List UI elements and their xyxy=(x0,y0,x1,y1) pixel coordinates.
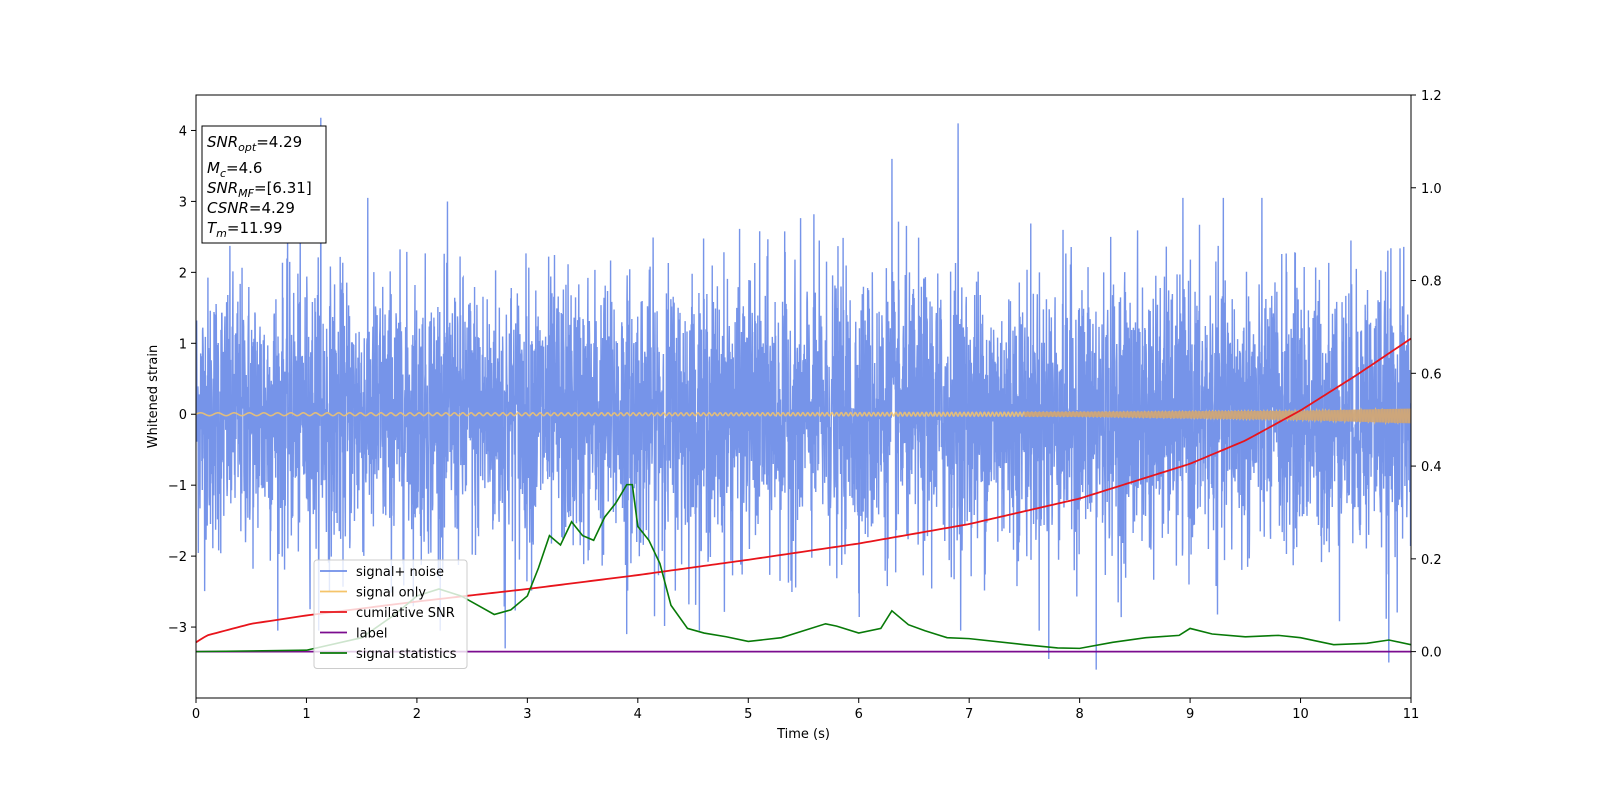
x-tick-label: 0 xyxy=(192,707,200,722)
x-tick-label: 8 xyxy=(1075,707,1083,722)
legend-label: cumilative SNR xyxy=(356,606,455,621)
info-box-line: SNRopt=4.29 xyxy=(207,133,302,154)
y-axis-label: Whitened strain xyxy=(146,345,161,448)
y2-tick-label: 1.0 xyxy=(1421,182,1442,197)
legend-box xyxy=(313,559,468,669)
info-box-line: Tm=11.99 xyxy=(207,219,282,240)
x-tick-label: 1 xyxy=(302,707,310,722)
x-tick-label: 2 xyxy=(413,707,421,722)
y-tick-label: 2 xyxy=(179,266,187,281)
y2-tick-label: 0.2 xyxy=(1421,553,1442,568)
y2-tick-label: 1.2 xyxy=(1421,89,1442,104)
legend-label: signal statistics xyxy=(356,647,457,662)
y-tick-label: 0 xyxy=(179,408,187,423)
x-tick-label: 3 xyxy=(523,707,531,722)
x-tick-label: 9 xyxy=(1186,707,1194,722)
y-tick-label: −3 xyxy=(168,621,187,636)
info-box-line: SNRMF=[6.31] xyxy=(207,179,312,200)
x-tick-label: 11 xyxy=(1403,707,1420,722)
y2-tick-label: 0.0 xyxy=(1421,646,1442,661)
legend-label: signal only xyxy=(356,586,426,601)
info-box-line: Mc=4.6 xyxy=(207,159,262,180)
info-box-frame xyxy=(201,125,327,244)
series-signal-noise-line xyxy=(196,117,1411,670)
info-box-line: CSNR=4.29 xyxy=(207,199,295,217)
series-signal-statistics-line xyxy=(196,483,1411,653)
legend-label: signal+ noise xyxy=(356,565,444,580)
y-tick-label: −2 xyxy=(168,550,187,565)
y-tick-label: 1 xyxy=(179,337,187,352)
plot-frame xyxy=(195,94,1412,699)
y2-tick-label: 0.4 xyxy=(1421,460,1442,475)
y-tick-label: −1 xyxy=(168,479,187,494)
x-tick-label: 6 xyxy=(855,707,863,722)
series-signal-only-band xyxy=(1024,408,1411,424)
y-tick-label: 4 xyxy=(179,124,187,139)
x-tick-label: 5 xyxy=(744,707,752,722)
x-axis-label: Time (s) xyxy=(776,727,830,742)
legend: signal+ noise signal only cumilative SNR la… xyxy=(313,559,468,669)
y2-tick-label: 0.8 xyxy=(1421,275,1442,290)
x-tick-label: 7 xyxy=(965,707,973,722)
x-tick-label: 4 xyxy=(634,707,642,722)
y2-tick-label: 0.6 xyxy=(1421,367,1442,382)
y-tick-label: 3 xyxy=(179,195,187,210)
axes-layer: 0 1 2 3 4 5 6 7 8 9 10 11 −3 −2 −1 0 1 2 3 4 0.0 0.2 0.4 0.6 0.8… xyxy=(168,89,1442,722)
x-tick-label: 10 xyxy=(1292,707,1309,722)
legend-label: label xyxy=(356,627,387,642)
